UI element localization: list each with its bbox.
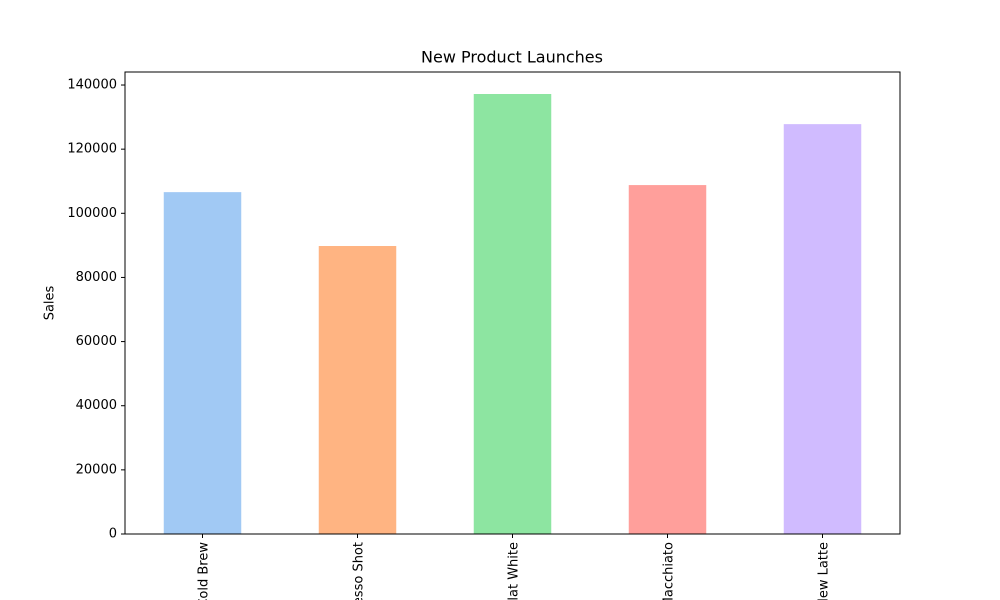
y-tick-label: 120000 — [67, 142, 117, 157]
bar — [473, 94, 552, 534]
x-tick-label: New Latte — [817, 542, 832, 600]
x-tick-label: Macchiato — [662, 542, 677, 600]
x-tick-label: Espresso Shot — [352, 542, 367, 600]
y-axis-label: Sales — [43, 285, 58, 320]
plot-frame — [124, 71, 901, 535]
chart-title: New Product Launches — [421, 48, 603, 67]
y-tick-label: 80000 — [76, 270, 117, 285]
y-tick-label: 140000 — [67, 78, 117, 93]
y-tick-label: 20000 — [76, 462, 117, 477]
y-tick-label: 40000 — [76, 398, 117, 413]
bar — [318, 246, 397, 534]
y-tick-label: 100000 — [67, 206, 117, 221]
bar — [163, 192, 242, 535]
bar — [628, 185, 707, 534]
bar — [783, 124, 862, 534]
y-tick-label: 0 — [109, 527, 117, 542]
y-tick-label: 60000 — [76, 334, 117, 349]
x-tick-label: Cold Brew — [197, 542, 212, 600]
x-tick-label: Flat White — [507, 542, 522, 600]
